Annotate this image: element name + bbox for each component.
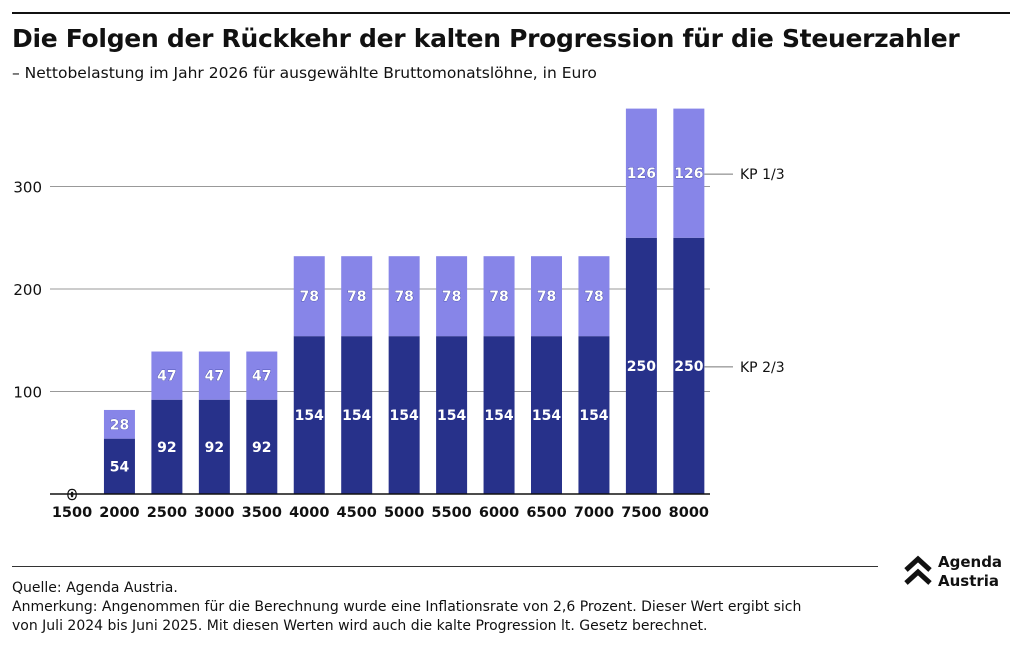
data-label: 78: [584, 289, 603, 305]
data-label: 47: [252, 369, 271, 385]
bar-kp23: [341, 336, 373, 494]
bar-kp23: [388, 336, 420, 494]
bar-kp23: [673, 237, 705, 494]
bar-kp13: [198, 351, 230, 400]
data-label: 250: [674, 359, 703, 375]
data-label: 78: [489, 289, 508, 305]
bar-kp13: [578, 256, 610, 337]
data-label: 47: [205, 369, 224, 385]
bar-kp23: [483, 336, 515, 494]
bar-kp13: [673, 108, 705, 238]
bar-kp13: [625, 108, 657, 238]
x-tick-label: 7500: [621, 505, 661, 521]
note-text-2: von Juli 2024 bis Juni 2025. Mit diesen …: [12, 618, 708, 634]
data-label: 78: [300, 289, 319, 305]
agenda-austria-logo: Agenda Austria: [904, 552, 1002, 590]
x-tick-label: 4500: [337, 505, 377, 521]
bar-kp23: [578, 336, 610, 494]
data-label: 78: [347, 289, 366, 305]
note-text-1: Anmerkung: Angenommen für die Berechnung…: [12, 599, 802, 615]
bar-kp13: [531, 256, 562, 337]
data-label: 78: [442, 289, 461, 305]
bar-chart: 1002003000150054282000924725009247300092…: [13, 108, 785, 521]
bar-kp23: [531, 336, 562, 494]
x-tick-label: 2500: [147, 505, 187, 521]
bar-kp23: [198, 399, 230, 494]
logo-text-1: Agenda: [938, 553, 1003, 571]
legend-label: KP 1/3: [740, 167, 785, 183]
x-tick-label: 6000: [479, 505, 519, 521]
data-label: 126: [627, 166, 656, 182]
data-label: 250: [627, 359, 656, 375]
x-tick-label: 5500: [431, 505, 471, 521]
bar-kp13: [388, 256, 420, 337]
x-tick-label: 5000: [384, 505, 424, 521]
data-label: 154: [295, 408, 324, 424]
bottom-rule: [12, 566, 878, 567]
y-tick-label: 200: [13, 281, 42, 299]
data-label: 154: [342, 408, 371, 424]
top-rule: [12, 12, 1010, 14]
x-tick-label: 3000: [194, 505, 234, 521]
data-label: 78: [537, 289, 556, 305]
x-tick-label: 1500: [52, 505, 92, 521]
data-label: 28: [110, 417, 129, 433]
bar-kp23: [151, 399, 183, 494]
data-label: 154: [579, 408, 608, 424]
data-label: 0: [68, 488, 76, 502]
chart-title: Die Folgen der Rückkehr der kalten Progr…: [12, 24, 960, 53]
x-tick-label: 6500: [526, 505, 566, 521]
bar-kp13: [293, 256, 325, 337]
logo-text-2: Austria: [938, 572, 1000, 590]
bar-kp23: [103, 438, 135, 494]
x-tick-label: 8000: [669, 505, 709, 521]
x-tick-label: 4000: [289, 505, 329, 521]
data-label: 54: [110, 459, 130, 475]
bar-kp23: [293, 336, 325, 494]
bar-kp13: [436, 256, 468, 337]
bar-kp13: [341, 256, 373, 337]
data-label: 92: [252, 440, 271, 456]
source-text: Quelle: Agenda Austria.: [12, 580, 178, 596]
data-label: 126: [674, 166, 703, 182]
data-label: 154: [390, 408, 419, 424]
legend-label: KP 2/3: [740, 360, 785, 376]
data-label: 154: [532, 408, 561, 424]
x-tick-label: 2000: [99, 505, 139, 521]
x-tick-label: 3500: [242, 505, 282, 521]
bar-kp13: [151, 351, 183, 400]
logo-chevron-icon: [904, 555, 932, 585]
data-label: 92: [205, 440, 224, 456]
x-tick-label: 7000: [574, 505, 614, 521]
bar-kp13: [103, 409, 135, 439]
y-tick-label: 100: [13, 384, 42, 402]
data-label: 154: [437, 408, 466, 424]
y-tick-label: 300: [13, 179, 42, 197]
bar-kp23: [436, 336, 468, 494]
chart-subtitle: – Nettobelastung im Jahr 2026 für ausgew…: [12, 64, 597, 82]
data-label: 92: [157, 440, 176, 456]
bar-kp23: [625, 237, 657, 494]
data-label: 154: [484, 408, 513, 424]
bar-kp13: [483, 256, 515, 337]
bar-kp13: [246, 351, 278, 400]
bar-kp23: [246, 399, 278, 494]
data-label: 47: [157, 369, 176, 385]
data-label: 78: [394, 289, 413, 305]
